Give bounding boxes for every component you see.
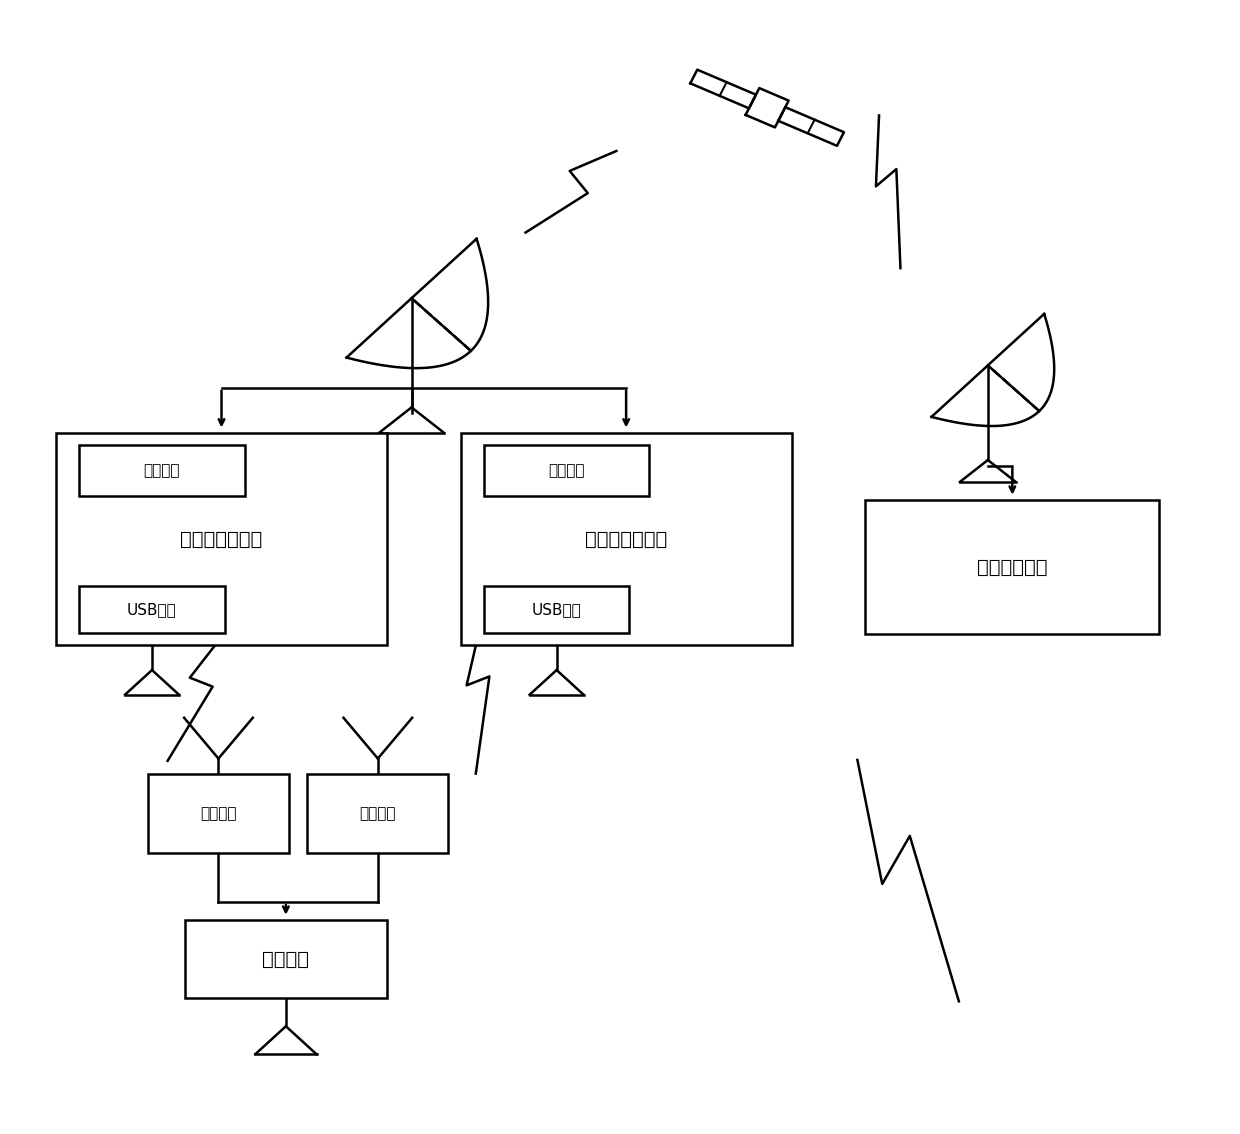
Text: 测控通信系统: 测控通信系统: [977, 558, 1048, 576]
Text: 载人航天器系统: 载人航天器系统: [180, 530, 263, 549]
Bar: [484, 446, 650, 497]
Text: 转发设备: 转发设备: [263, 949, 310, 968]
Text: USB终端: USB终端: [128, 602, 177, 617]
Bar: [460, 432, 791, 645]
Bar: [866, 500, 1159, 634]
Text: 接收设备: 接收设备: [200, 806, 237, 821]
Bar: [79, 446, 244, 497]
Bar: [185, 920, 387, 998]
Bar: [308, 775, 449, 853]
Text: USB终端: USB终端: [532, 602, 582, 617]
Text: 接收设备: 接收设备: [360, 806, 396, 821]
Text: 中继终端: 中继终端: [144, 464, 180, 479]
Bar: [148, 775, 289, 853]
Text: 目标航天器系统: 目标航天器系统: [585, 530, 667, 549]
Bar: [56, 432, 387, 645]
Text: 中继终端: 中继终端: [548, 464, 585, 479]
Bar: [79, 586, 224, 633]
Bar: [484, 586, 630, 633]
